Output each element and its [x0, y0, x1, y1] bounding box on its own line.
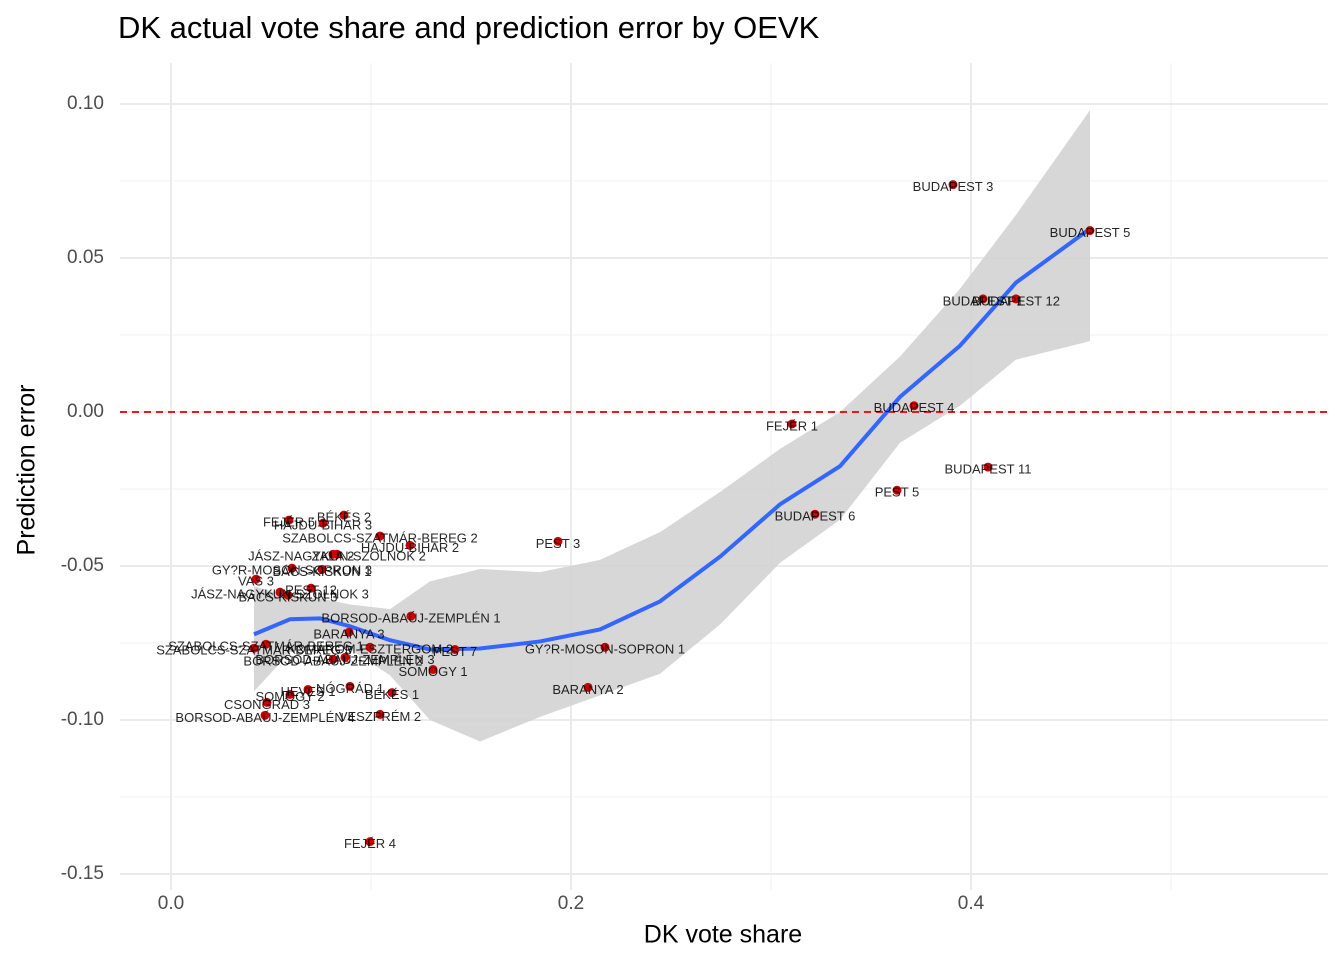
point	[318, 518, 328, 528]
point	[251, 574, 261, 584]
point-label: KOMÁROM-ESZTERGOM 2	[287, 642, 453, 657]
point-label: PEST 3	[536, 536, 581, 551]
point	[306, 583, 316, 593]
x-tick-label: 0.2	[558, 893, 584, 914]
point	[249, 643, 259, 653]
point-label: SOMOGY 1	[398, 664, 467, 679]
point	[332, 549, 342, 559]
y-tick-label: -0.15	[61, 863, 104, 884]
point-label: BÁCS-KISKUN 1	[273, 564, 372, 579]
point-label: SZABOLCS-SZATMÁR-BEREG 2	[282, 531, 478, 546]
point	[810, 509, 820, 519]
point	[344, 627, 354, 637]
point	[262, 697, 272, 707]
point	[583, 682, 593, 692]
point	[345, 681, 355, 691]
point-label: BORSOD-ABAÚJ-ZEMPLÉN 2	[243, 654, 422, 669]
point	[375, 531, 385, 541]
point-label: PEST 12	[285, 583, 337, 598]
point	[375, 709, 385, 719]
point	[600, 642, 610, 652]
point-label: FEJÉR 1	[766, 418, 818, 433]
point-label: PEST 5	[875, 485, 920, 500]
point	[387, 688, 397, 698]
point-label: HEVES 1	[281, 684, 336, 699]
point-label: BUDAPEST 3	[913, 179, 994, 194]
point-label: BARANYA 3	[313, 627, 384, 642]
y-tick-label: 0.00	[67, 401, 104, 422]
point	[1011, 294, 1021, 304]
point-label: BUDAPEST 5	[1050, 225, 1131, 240]
point	[365, 837, 375, 847]
point	[275, 587, 285, 597]
point	[1085, 226, 1095, 236]
point	[406, 611, 416, 621]
point-label: SZABOLCS-SZATMÁR-BEREG 1	[168, 639, 364, 654]
point	[553, 536, 563, 546]
point-label: HAJDÚ-BIHAR 3	[274, 518, 372, 533]
point	[340, 652, 350, 662]
point	[405, 540, 415, 550]
point-label: JÁSZ-NAGYKUN-SZOLNOK 2	[248, 549, 426, 564]
point-label: BUDAPEST 6	[775, 509, 856, 524]
point	[328, 654, 338, 664]
point-label: ZALA 2	[312, 549, 355, 564]
point	[303, 684, 313, 694]
point	[978, 294, 988, 304]
point-label: GY?R-MOSON-SOPRON 1	[525, 642, 685, 657]
point	[365, 642, 375, 652]
point	[428, 664, 438, 674]
y-axis-label: Prediction error	[13, 385, 41, 556]
point-label: BARANYA 2	[552, 682, 623, 697]
point-label: BÉKÉS 2	[317, 510, 371, 525]
point	[892, 485, 902, 495]
point-label: BÁCS-KISKUN 3	[239, 590, 338, 605]
point-label: BÉKÉS 1	[365, 687, 419, 702]
point	[285, 689, 295, 699]
point-label: BUDAPEST 11	[945, 462, 1032, 477]
point-label: NÓGRÁD 1	[316, 681, 384, 696]
point-label: PEST 7	[433, 644, 478, 659]
point-label: FEJÉR 4	[344, 836, 396, 851]
point-label: BUDAPEST 4	[874, 400, 955, 415]
point-label: SOMOGY 2	[255, 689, 324, 704]
point-label: SZABOLCS-SZATMÁR-BEREG 3	[156, 643, 352, 658]
x-axis-label: DK vote share	[644, 921, 802, 949]
y-tick-label: 0.10	[67, 93, 104, 114]
point	[283, 590, 293, 600]
point	[787, 419, 797, 429]
point	[287, 563, 297, 573]
point-label: CSONGRÁD 3	[224, 697, 310, 712]
point	[284, 515, 294, 525]
y-tick-label: 0.05	[67, 247, 104, 268]
x-tick-label: 0.0	[158, 893, 184, 914]
point-label: BORSOD-ABAÚJ-ZEMPLÉN 3	[255, 652, 434, 667]
point	[948, 180, 958, 190]
point-label: BUDAPEST 1	[943, 293, 1024, 308]
point-label: BORSOD-ABAÚJ-ZEMPLÉN 1	[321, 611, 500, 626]
point-label: GY?R-MOSON-SOPRON 3	[212, 563, 372, 578]
point	[261, 639, 271, 649]
point-label: FEJÉR 5	[263, 515, 315, 530]
y-tick-label: -0.05	[61, 555, 104, 576]
point	[317, 564, 327, 574]
point	[260, 710, 270, 720]
point	[450, 644, 460, 654]
point-label: VESZPRÉM 2	[339, 709, 421, 724]
point-label: BORSOD-ABAÚJ-ZEMPLÉN 4	[175, 710, 354, 725]
confidence-band	[254, 110, 1090, 742]
point-label: JÁSZ-NAGYKUN-SZOLNOK 3	[191, 587, 369, 602]
x-tick-label: 0.4	[958, 893, 985, 914]
smooth-line	[253, 227, 1092, 652]
point	[983, 462, 993, 472]
point-label: BUDAPEST 12	[972, 293, 1060, 308]
point-label: VAS 3	[238, 574, 274, 589]
point-label: HAJDÚ-BIHAR 2	[361, 540, 459, 555]
point	[339, 510, 349, 520]
y-tick-label: -0.10	[61, 709, 104, 730]
point	[909, 401, 919, 411]
chart-title: DK actual vote share and prediction erro…	[118, 10, 820, 45]
